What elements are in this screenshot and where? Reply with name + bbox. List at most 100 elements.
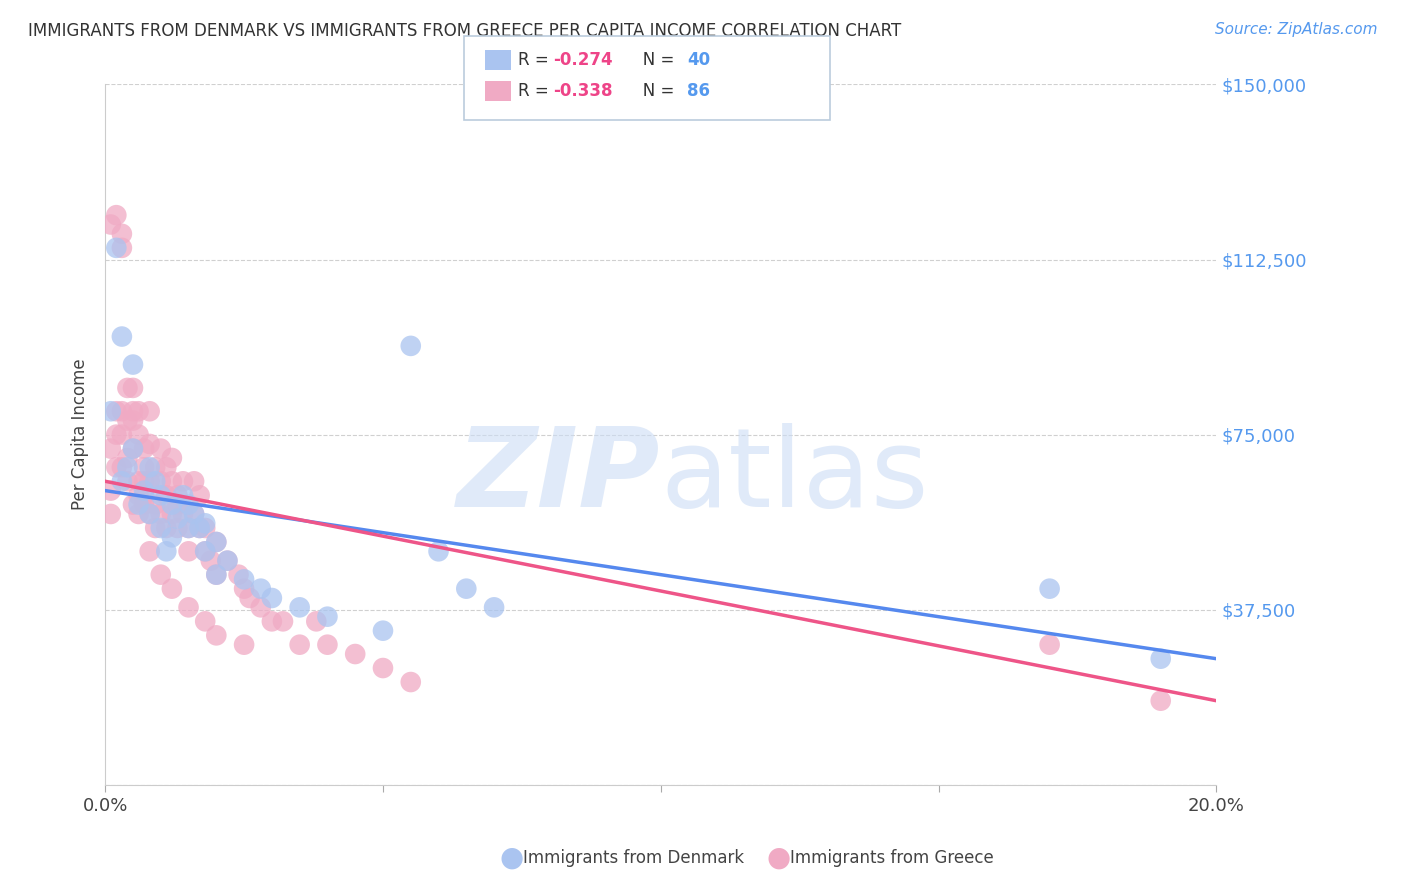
Point [111, 427, 134, 442]
Point [456, 582, 478, 596]
Point [128, 488, 150, 502]
Text: Immigrants from Denmark: Immigrants from Denmark [523, 849, 744, 867]
Point [143, 475, 166, 489]
Point [122, 442, 145, 456]
Point [122, 358, 145, 372]
Point [138, 507, 160, 521]
Point [160, 475, 183, 489]
Point [205, 567, 228, 582]
Point [344, 647, 367, 661]
Point [183, 507, 205, 521]
Point [194, 521, 217, 535]
Point [122, 404, 145, 418]
Point [172, 507, 194, 521]
Point [166, 488, 188, 502]
Point [194, 615, 217, 629]
Point [105, 404, 128, 418]
Point [132, 488, 155, 502]
Point [138, 544, 160, 558]
Point [138, 404, 160, 418]
Point [172, 488, 194, 502]
Point [122, 381, 145, 395]
Point [117, 450, 139, 465]
Point [155, 460, 177, 475]
Point [194, 544, 217, 558]
Point [132, 442, 155, 456]
Text: ●: ● [766, 844, 790, 872]
Point [117, 381, 139, 395]
Point [128, 507, 150, 521]
Point [194, 516, 217, 531]
Point [233, 582, 256, 596]
Point [371, 661, 394, 675]
Point [138, 475, 160, 489]
Point [143, 521, 166, 535]
Point [155, 521, 177, 535]
Point [260, 615, 283, 629]
Point [1039, 582, 1062, 596]
Point [128, 498, 150, 512]
Point [155, 488, 177, 502]
Point [1039, 638, 1062, 652]
Point [399, 675, 422, 690]
Point [217, 554, 239, 568]
Point [399, 339, 422, 353]
Point [132, 483, 155, 498]
Point [128, 404, 150, 418]
Point [177, 521, 200, 535]
Point [160, 450, 183, 465]
Text: -0.274: -0.274 [554, 51, 613, 69]
Point [205, 628, 228, 642]
Point [105, 427, 128, 442]
Point [138, 507, 160, 521]
Text: 86: 86 [688, 82, 710, 100]
Point [233, 638, 256, 652]
Point [149, 475, 172, 489]
Point [149, 507, 172, 521]
Point [1150, 651, 1173, 665]
Point [249, 582, 271, 596]
Point [128, 427, 150, 442]
Point [1150, 694, 1173, 708]
Point [194, 544, 217, 558]
Point [117, 460, 139, 475]
Text: atlas: atlas [661, 423, 929, 530]
Point [105, 241, 128, 255]
Point [177, 521, 200, 535]
Point [149, 442, 172, 456]
Text: -0.338: -0.338 [554, 82, 613, 100]
Point [177, 544, 200, 558]
Point [117, 475, 139, 489]
Point [105, 460, 128, 475]
Point [122, 498, 145, 512]
Point [111, 460, 134, 475]
Point [100, 483, 122, 498]
Point [111, 329, 134, 343]
Point [105, 208, 128, 222]
Point [111, 404, 134, 418]
Point [132, 460, 155, 475]
Point [160, 582, 183, 596]
Point [316, 638, 339, 652]
Y-axis label: Per Capita Income: Per Capita Income [72, 359, 89, 510]
Point [305, 615, 328, 629]
Point [138, 460, 160, 475]
Point [166, 511, 188, 525]
Text: ●: ● [499, 844, 523, 872]
Point [111, 475, 134, 489]
Point [217, 554, 239, 568]
Text: 40: 40 [688, 51, 710, 69]
Point [482, 600, 505, 615]
Point [155, 544, 177, 558]
Point [160, 498, 183, 512]
Point [316, 609, 339, 624]
Point [160, 507, 183, 521]
Point [260, 591, 283, 605]
Text: ZIP: ZIP [457, 423, 661, 530]
Text: R =: R = [519, 82, 554, 100]
Point [149, 488, 172, 502]
Point [166, 498, 188, 512]
Point [138, 437, 160, 451]
Point [143, 460, 166, 475]
Text: IMMIGRANTS FROM DENMARK VS IMMIGRANTS FROM GREECE PER CAPITA INCOME CORRELATION : IMMIGRANTS FROM DENMARK VS IMMIGRANTS FR… [28, 22, 901, 40]
